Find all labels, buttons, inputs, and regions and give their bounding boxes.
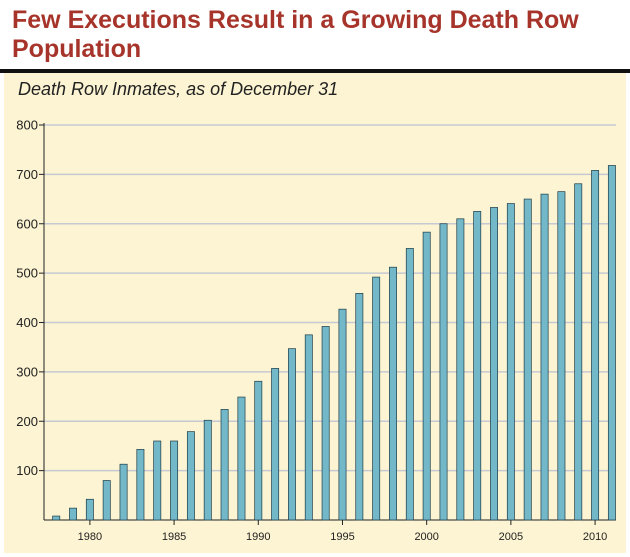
bar-1978 bbox=[52, 515, 61, 521]
bar-1983 bbox=[136, 449, 145, 521]
x-tick-label: 2005 bbox=[499, 531, 523, 543]
bar-2005 bbox=[506, 203, 515, 521]
bar-1990 bbox=[254, 380, 263, 521]
y-tick-label: 200 bbox=[16, 414, 38, 429]
bar-1995 bbox=[338, 308, 347, 521]
y-tick-label: 800 bbox=[16, 118, 38, 133]
x-tick-label: 1995 bbox=[330, 531, 354, 543]
bar-2002 bbox=[456, 218, 465, 521]
chart-panel bbox=[4, 73, 626, 553]
chart-subtitle: Death Row Inmates, as of December 31 bbox=[18, 79, 339, 99]
bar-2003 bbox=[473, 211, 482, 521]
bar-2011 bbox=[607, 165, 616, 521]
bar-1991 bbox=[271, 368, 280, 521]
y-tick-label: 700 bbox=[16, 167, 38, 182]
bar-1979 bbox=[69, 507, 77, 521]
bar-1982 bbox=[119, 463, 128, 521]
x-tick-label: 2000 bbox=[414, 531, 438, 543]
bar-1989 bbox=[237, 396, 246, 521]
x-tick-label: 1980 bbox=[78, 531, 102, 543]
title-divider bbox=[0, 69, 630, 73]
bar-1999 bbox=[405, 248, 414, 521]
y-tick-label: 100 bbox=[16, 463, 38, 478]
bar-2004 bbox=[490, 207, 498, 521]
bar-1994 bbox=[321, 326, 330, 521]
bar-1987 bbox=[203, 419, 212, 521]
x-tick-label: 1990 bbox=[246, 531, 270, 543]
bar-1984 bbox=[153, 440, 162, 521]
bar-2009 bbox=[574, 183, 583, 521]
bar-2008 bbox=[557, 191, 566, 521]
bar-1981 bbox=[102, 480, 111, 521]
bar-2010 bbox=[591, 170, 600, 521]
y-tick-label: 600 bbox=[16, 216, 38, 231]
y-tick-label: 400 bbox=[16, 315, 38, 330]
x-tick-label: 1985 bbox=[162, 531, 186, 543]
bar-2006 bbox=[523, 198, 532, 521]
bar-1993 bbox=[304, 334, 313, 521]
bar-1996 bbox=[355, 293, 364, 521]
bar-1986 bbox=[186, 431, 195, 521]
bar-1988 bbox=[220, 409, 229, 521]
bar-1997 bbox=[372, 276, 381, 521]
chart-title: Few Executions Result in a Growing Death… bbox=[12, 6, 579, 63]
bar-1992 bbox=[288, 348, 296, 521]
bar-2000 bbox=[422, 231, 431, 521]
bar-1998 bbox=[389, 266, 397, 521]
bar-1985 bbox=[170, 440, 179, 521]
bar-2007 bbox=[540, 193, 549, 521]
y-tick-label: 300 bbox=[16, 364, 38, 379]
bar-1980 bbox=[85, 498, 94, 521]
y-tick-label: 500 bbox=[16, 266, 38, 281]
x-tick-label: 2010 bbox=[583, 531, 607, 543]
bar-2001 bbox=[439, 223, 448, 521]
